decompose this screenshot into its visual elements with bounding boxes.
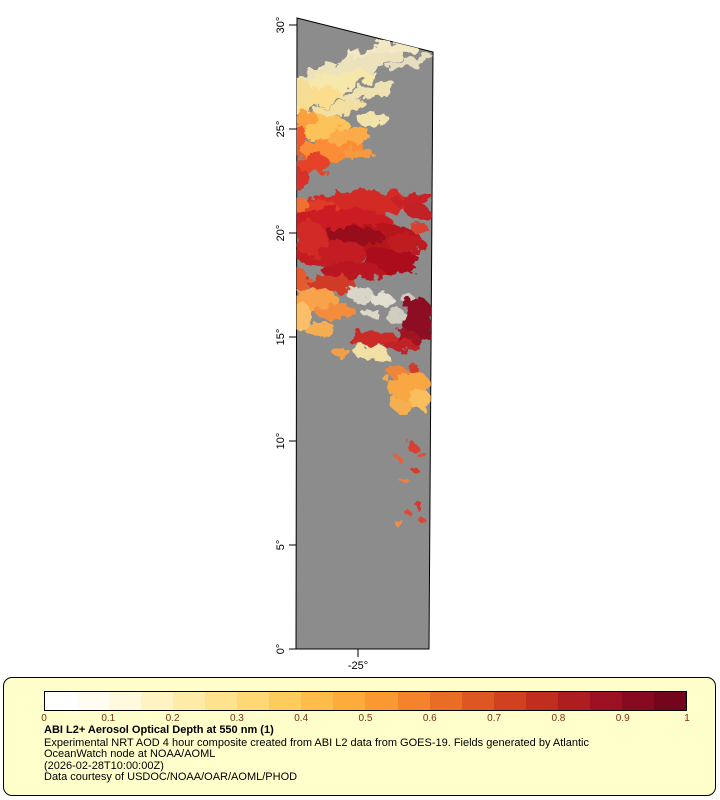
colorbar-segment [109, 692, 142, 710]
legend-panel: 0 0.1 0.2 0.3 0.4 0.5 0.6 0.7 0.8 0.9 1 ABI L2+ Ae… [3, 677, 716, 796]
colorbar-tick-label: 0.9 [615, 713, 630, 724]
aod-map: 30° 25° 20° 15° 10° 5° 0° -25° [275, 17, 434, 672]
colorbar-segment [653, 692, 686, 710]
aerosol-patch [359, 113, 389, 127]
aerosol-patch [296, 110, 319, 130]
latitude-axis-labels: 30° 25° 20° 15° 10° 5° 0° [275, 17, 287, 655]
colorbar-segment [621, 692, 654, 710]
colorbar-tick-label: 0.6 [422, 713, 437, 724]
colorbar-segment [525, 692, 558, 710]
latitude-tick-label: 5° [275, 540, 287, 551]
colorbar-segment [45, 692, 78, 710]
colorbar-ticks: 0 0.1 0.2 0.3 0.4 0.5 0.6 0.7 0.8 0.9 1 [41, 713, 690, 725]
aerosol-patch [407, 442, 417, 452]
colorbar-tick-label: 0.1 [101, 713, 116, 724]
aerosol-patch [408, 390, 432, 410]
legend-description-line1: Experimental NRT AOD 4 hour composite cr… [44, 736, 589, 749]
aerosol-patch [296, 78, 312, 106]
aerosol-patch [406, 363, 418, 371]
colorbar-segment [205, 692, 238, 710]
colorbar-segment [589, 692, 622, 710]
colorbar-tick-label: 0.5 [358, 713, 373, 724]
aerosol-patch [346, 148, 374, 162]
colorbar-segment [461, 692, 494, 710]
latitude-tick-label: 30° [275, 17, 287, 34]
aerosol-patch [387, 309, 407, 325]
colorbar-segment [173, 692, 206, 710]
colorbar [44, 691, 687, 711]
colorbar-segment [429, 692, 462, 710]
aerosol-patch [296, 167, 309, 191]
colorbar-tick-label: 0 [41, 713, 47, 724]
aerosol-patch [346, 331, 398, 345]
aerosol-patch [326, 126, 370, 144]
colorbar-segment [397, 692, 430, 710]
colorbar-segment [269, 692, 302, 710]
colorbar-segment [557, 692, 590, 710]
legend-text: ABI L2+ Aerosol Optical Depth at 550 nm … [44, 724, 705, 784]
aerosol-patch [296, 124, 307, 156]
aerosol-patch [296, 270, 310, 290]
aerosol-patch [403, 297, 433, 339]
colorbar-tick-label: 0.3 [229, 713, 244, 724]
latitude-tick-label: 15° [275, 329, 287, 346]
colorbar-tick-label: 0.8 [551, 713, 566, 724]
aerosol-patch [370, 294, 394, 306]
legend-description-line2: OceanWatch node at NOAA/AOML [44, 748, 216, 760]
aerosol-patch [412, 467, 418, 473]
colorbar-tick-label: 0.2 [165, 713, 180, 724]
aerosol-patch [363, 309, 381, 319]
legend-title: ABI L2+ Aerosol Optical Depth at 550 nm … [44, 724, 274, 736]
colorbar-segment [493, 692, 526, 710]
aerosol-patch [397, 457, 403, 463]
aerosol-patch [386, 54, 433, 70]
latitude-tick-label: 25° [275, 121, 287, 138]
colorbar-segment [333, 692, 366, 710]
aerosol-patch [298, 51, 406, 81]
aerosol-patch [397, 521, 405, 529]
aerosol-patch [316, 303, 356, 321]
aerosol-patch [332, 347, 350, 357]
legend-timestamp: (2026-02-28T10:00:00Z) [44, 759, 164, 772]
aerosol-patch [296, 301, 311, 329]
colorbar-segment [77, 692, 110, 710]
aerosol-patch [407, 512, 413, 518]
aerosol-patch [411, 222, 427, 234]
colorbar-tick-label: 1 [684, 713, 690, 724]
aerosol-patch [296, 197, 308, 213]
latitude-tick-label: 20° [275, 225, 287, 242]
colorbar-segment [365, 692, 398, 710]
aerosol-patch [296, 220, 326, 256]
colorbar-segment [237, 692, 270, 710]
colorbar-segment [141, 692, 174, 710]
latitude-axis-ticks [289, 24, 297, 650]
aerosol-field [296, 36, 433, 529]
aerosol-patch [304, 322, 336, 336]
aerosol-patch [406, 205, 430, 219]
colorbar-tick-label: 0.7 [487, 713, 502, 724]
aerosol-patch [392, 399, 412, 413]
colorbar-tick-label: 0.4 [294, 713, 309, 724]
aerosol-patch [418, 451, 426, 459]
legend-credit: Data courtesy of USDOC/NOAA/OAR/AOML/PHO… [44, 771, 298, 783]
latitude-tick-label: 0° [275, 644, 287, 655]
colorbar-wrap: 0 0.1 0.2 0.3 0.4 0.5 0.6 0.7 0.8 0.9 1 [41, 691, 690, 725]
aerosol-patch [388, 233, 424, 253]
aerosol-patch [314, 100, 366, 116]
latitude-tick-label: 10° [275, 433, 287, 450]
aerosol-patch [394, 191, 433, 209]
aerosol-patch [383, 340, 419, 352]
longitude-tick-label: -25° [348, 660, 368, 672]
aerosol-patch [346, 287, 374, 301]
aerosol-patch [414, 501, 422, 509]
aerosol-patch [355, 344, 389, 362]
colorbar-segment [301, 692, 334, 710]
aerosol-patch [401, 477, 409, 485]
aerosol-patch [387, 365, 407, 377]
aerosol-patch [419, 517, 425, 523]
aerosol-patch [338, 83, 398, 101]
